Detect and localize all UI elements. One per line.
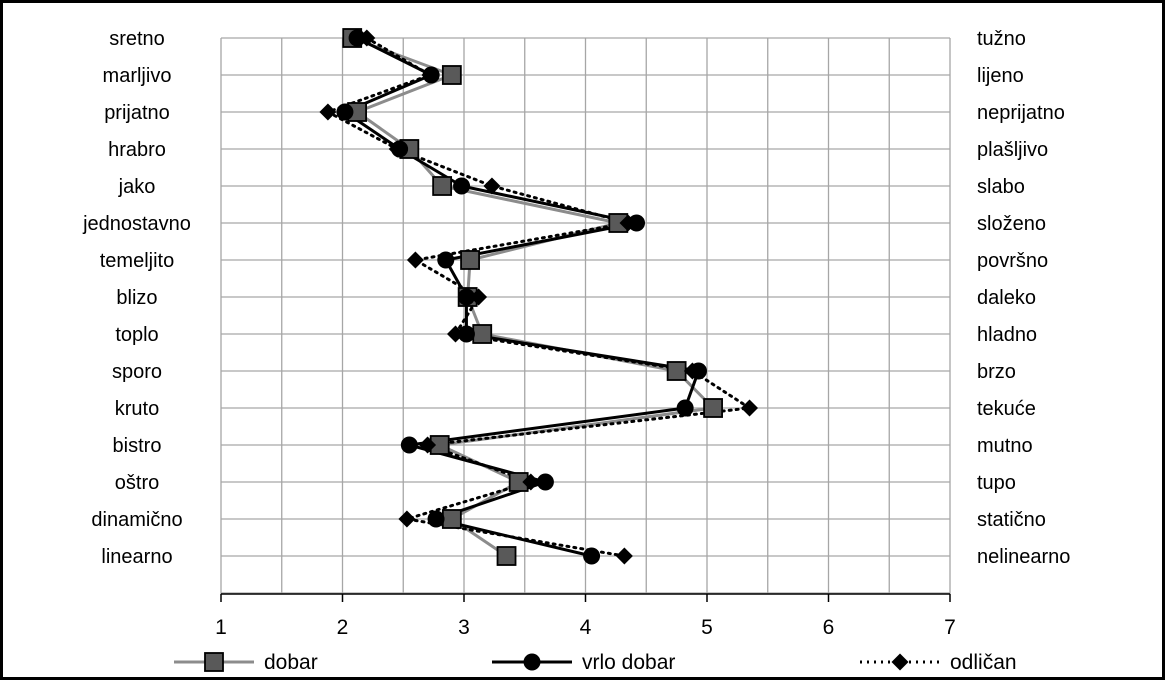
data-point [522,473,540,491]
legend-marker [891,653,909,671]
data-point [319,103,337,121]
legend-label: vrlo dobar [582,651,675,674]
data-point [441,65,462,85]
category-label-right: hladno [977,324,1037,346]
category-label-left: marljivo [103,65,172,87]
category-label-right: lijeno [977,65,1024,87]
category-label-left: prijatno [104,102,170,124]
data-point [457,288,475,306]
category-label-left: sporo [112,361,162,383]
data-point [432,176,453,196]
category-label-right: statično [977,509,1046,531]
category-label-right: neprijatno [977,102,1065,124]
category-label-left: jednostavno [82,213,191,235]
x-tick-label: 7 [944,616,956,639]
data-point [388,140,406,158]
category-label-left: bistro [113,435,162,457]
category-label-right: plašljivo [977,139,1048,161]
data-point [446,325,464,343]
category-label-right: daleko [977,287,1036,309]
legend-label: odličan [950,651,1017,674]
data-point [496,546,517,566]
category-label-right: brzo [977,361,1016,383]
data-point [628,214,646,232]
category-label-right: površno [977,250,1048,272]
data-point [398,510,416,528]
category-label-right: tekuće [977,398,1036,420]
category-label-left: temeljito [100,250,174,272]
data-point [336,103,354,121]
category-label-right: složeno [977,213,1046,235]
category-label-right: mutno [977,435,1033,457]
category-label-right: tužno [977,28,1026,50]
category-label-left: blizo [116,287,157,309]
category-label-right: tupo [977,472,1016,494]
data-point [441,509,462,529]
legend-item-odličan: odličan [860,651,1017,674]
category-label-left: oštro [115,472,159,494]
data-point [453,177,471,195]
category-label-left: dinamično [91,509,182,531]
series-markers-odličan [319,29,759,565]
x-tick-label: 1 [215,616,227,639]
data-point [419,436,437,454]
data-point [472,324,493,344]
category-label-left: sretno [109,28,165,50]
data-point [536,473,554,491]
category-label-right: nelinearno [977,546,1070,568]
data-point [703,398,723,418]
category-label-left: hrabro [108,139,166,161]
data-point [348,29,366,47]
legend-marker [523,653,541,671]
data-point [583,547,601,565]
legend-label: dobar [264,651,318,674]
data-point [358,29,376,47]
x-tick-label: 4 [580,616,592,639]
data-point [400,436,418,454]
category-label-left: linearno [101,546,172,568]
gridlines [220,37,951,594]
legend-item-vrlo-dobar: vrlo dobar [492,651,675,674]
data-point [470,288,488,306]
category-label-left: jako [118,176,156,198]
data-point [460,250,480,270]
category-label-left: toplo [115,324,158,346]
data-point [483,177,501,195]
data-point [741,399,759,417]
x-tick-label: 5 [701,616,713,639]
x-tick-label: 2 [337,616,349,639]
data-point [437,251,455,269]
category-label-left: kruto [115,398,159,420]
legend-marker [204,652,224,672]
data-point [615,547,633,565]
x-tick-label: 6 [823,616,835,639]
data-point [427,510,445,528]
data-point [421,66,439,84]
category-label-right: slabo [977,176,1025,198]
legend-item-dobar: dobar [174,651,318,674]
data-point [619,214,637,232]
data-point [666,361,687,381]
x-tick-label: 3 [458,616,470,639]
data-point [406,251,424,269]
data-point [683,362,701,380]
data-point [676,399,694,417]
data-point [457,325,475,343]
